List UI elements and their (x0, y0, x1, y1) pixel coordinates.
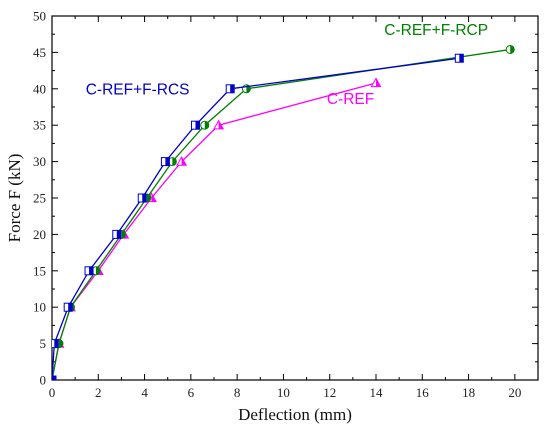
x-tick-label: 18 (462, 385, 475, 400)
x-tick-label: 20 (508, 385, 521, 400)
series-line-c-ref (52, 82, 377, 380)
data-point-c-ref-f-rcs (454, 53, 464, 63)
series-label-c-ref: C-REF (327, 91, 374, 108)
series-layer (52, 44, 515, 380)
y-tick-label: 40 (33, 81, 46, 96)
data-point-c-ref-f-rcs (52, 375, 57, 380)
series-line-c-ref-f-rcp (52, 48, 511, 380)
y-tick-label: 45 (33, 45, 46, 60)
data-point-c-ref-f-rcp (167, 157, 177, 167)
labels-layer: C-REF+F-RCS C-REF+F-RCP C-REF (86, 22, 488, 108)
data-point-c-ref-f-rcs (137, 193, 147, 203)
data-point-c-ref-f-rcs (52, 339, 59, 349)
x-tick-label: 0 (49, 385, 56, 400)
series-c-ref-f-rcs (52, 53, 464, 380)
data-point-c-ref (176, 155, 188, 166)
data-point-c-ref-f-rcs (160, 157, 170, 167)
plot-frame (51, 15, 539, 381)
x-axis-title: Deflection (mm) (238, 405, 352, 424)
x-tick-label: 16 (416, 385, 430, 400)
x-tick-label: 10 (277, 385, 290, 400)
x-tick-label: 8 (234, 385, 241, 400)
y-tick-label: 5 (40, 336, 47, 351)
data-point-c-ref-f-rcs (112, 229, 122, 239)
x-tick-label: 2 (95, 385, 102, 400)
series-line-c-ref-f-rcs (52, 57, 460, 380)
data-point-c-ref-f-rcs (63, 302, 73, 312)
x-tick-label: 6 (188, 385, 195, 400)
series-label-c-ref-f-rcs: C-REF+F-RCS (86, 82, 190, 99)
data-point-c-ref-f-rcs (190, 120, 200, 130)
data-point-c-ref-f-rcs (84, 266, 94, 276)
y-tick-label: 20 (33, 227, 46, 242)
y-axis-title: Force F (kN) (5, 154, 24, 243)
y-tick-label: 10 (33, 300, 46, 315)
y-tick-label: 30 (33, 154, 46, 169)
x-tick-label: 12 (323, 385, 336, 400)
data-point-c-ref-f-rcp (505, 44, 515, 54)
data-point-c-ref-f-rcs (225, 84, 235, 94)
series-label-c-ref-f-rcp: C-REF+F-RCP (384, 22, 488, 39)
y-tick-label: 50 (33, 9, 46, 24)
data-point-c-ref (213, 119, 225, 130)
data-point-c-ref (370, 77, 382, 88)
y-tick-label: 25 (33, 191, 46, 206)
x-tick-label: 4 (141, 385, 148, 400)
y-tick-label: 0 (40, 373, 47, 388)
axes: 0 2 4 6 8 10 12 14 16 18 20 0 5 10 15 20 25 30 35 40 45 50 (33, 9, 539, 400)
x-tick-label: 14 (370, 385, 384, 400)
data-point-c-ref-f-rcp (200, 120, 210, 130)
y-tick-label: 15 (33, 263, 46, 278)
series-c-ref (52, 77, 382, 380)
y-tick-label: 35 (33, 118, 46, 133)
